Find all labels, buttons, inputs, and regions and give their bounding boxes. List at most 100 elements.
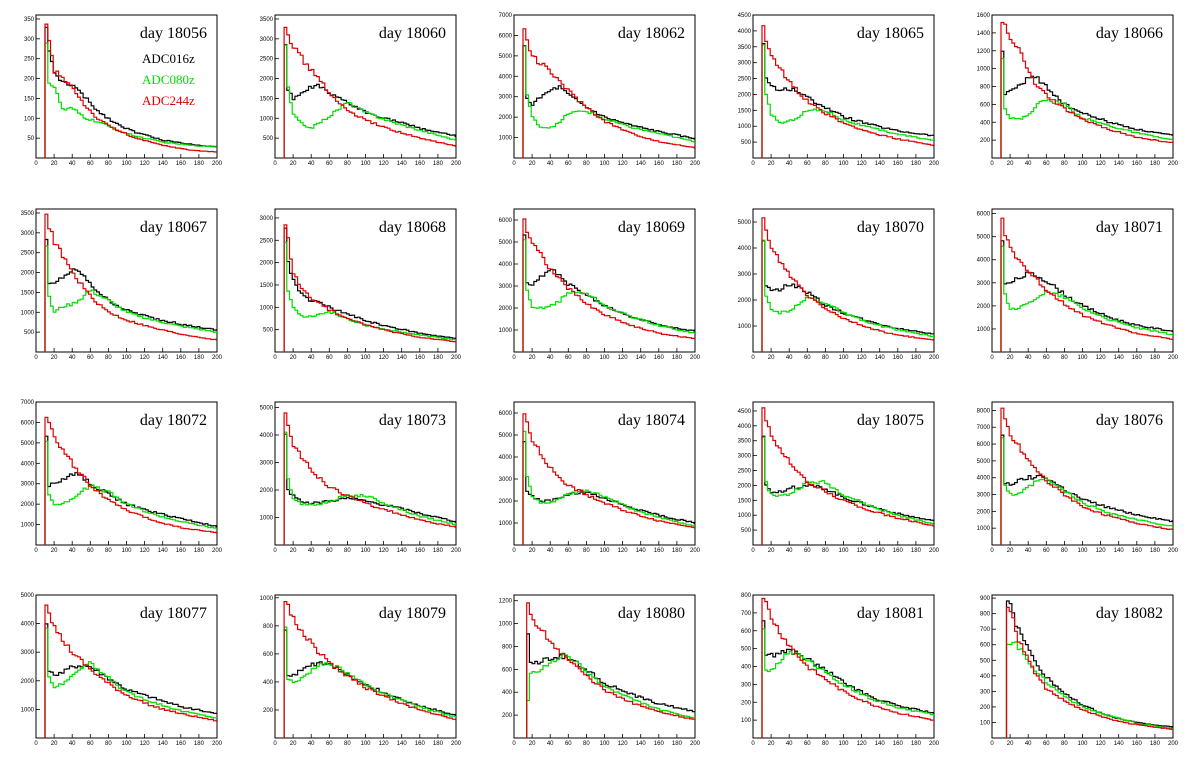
x-tick-label: 0	[751, 355, 755, 361]
y-tick-label: 500	[24, 330, 35, 336]
x-tick-label: 200	[929, 548, 940, 554]
x-tick-label: 0	[273, 741, 277, 747]
y-tick-label: 800	[980, 612, 991, 618]
x-tick-label: 120	[1096, 741, 1107, 747]
x-tick-label: 0	[512, 548, 516, 554]
x-tick-label: 80	[105, 355, 112, 361]
x-tick-label: 180	[672, 548, 683, 554]
y-tick-label: 200	[980, 705, 991, 711]
x-tick-label: 80	[105, 548, 112, 554]
x-tick-label: 0	[990, 548, 994, 554]
x-tick-label: 100	[599, 161, 610, 167]
x-tick-label: 60	[1043, 161, 1050, 167]
x-tick-label: 100	[599, 741, 610, 747]
histogram-panel: 0 20 40 60 80 100 120 140 160 180 200 500 1000 1500 20…	[738, 401, 940, 554]
x-tick-label: 120	[379, 741, 390, 747]
histogram-panel: 0 20 40 60 80 100 120 140 160 180 200 1000 2000 3000 4…	[499, 13, 701, 167]
histogram-panel: 0 20 40 60 80 100 120 140 160 180 200 1000 2000 3000 4…	[21, 400, 223, 554]
x-tick-label: 200	[451, 355, 462, 361]
y-tick-label: 250	[24, 57, 35, 63]
series-adc080z-line	[44, 245, 217, 352]
x-tick-label: 40	[547, 741, 554, 747]
x-tick-label: 140	[875, 161, 886, 167]
y-tick-label: 6000	[499, 218, 513, 224]
x-tick-label: 100	[121, 355, 132, 361]
y-tick-label: 3000	[260, 216, 274, 222]
x-tick-label: 100	[121, 741, 132, 747]
panel-title: day 18077	[140, 605, 207, 622]
x-tick-label: 40	[69, 741, 76, 747]
x-tick-label: 160	[1132, 355, 1143, 361]
panel-title: day 18062	[618, 25, 685, 42]
y-tick-label: 300	[741, 682, 752, 688]
y-tick-label: 6000	[977, 212, 991, 218]
y-tick-label: 1000	[260, 116, 274, 122]
x-tick-label: 180	[433, 548, 444, 554]
y-tick-label: 1000	[499, 136, 513, 142]
y-tick-label: 600	[741, 629, 752, 635]
y-tick-label: 4500	[738, 13, 752, 19]
y-tick-label: 150	[24, 96, 35, 102]
x-tick-label: 40	[308, 741, 315, 747]
panel-title: day 18060	[379, 25, 446, 42]
y-tick-label: 3000	[21, 482, 35, 488]
y-tick-label: 500	[741, 647, 752, 653]
y-tick-label: 400	[263, 680, 274, 686]
x-tick-label: 180	[911, 355, 922, 361]
y-tick-label: 3000	[977, 281, 991, 287]
x-tick-label: 80	[344, 355, 351, 361]
y-tick-label: 200	[741, 700, 752, 706]
x-tick-label: 180	[194, 741, 205, 747]
histogram-panel: 0 20 40 60 80 100 120 140 160 180 200 200 400 600 800 1…	[499, 594, 701, 747]
series-adc244z-line	[761, 217, 934, 352]
series-adc080z-line	[44, 440, 217, 545]
x-tick-label: 80	[1061, 548, 1068, 554]
y-tick-label: 2000	[977, 304, 991, 310]
y-tick-label: 100	[980, 720, 991, 726]
y-tick-label: 7000	[977, 425, 991, 431]
x-tick-label: 20	[529, 741, 536, 747]
x-tick-label: 80	[583, 741, 590, 747]
x-tick-label: 140	[1114, 548, 1125, 554]
x-tick-label: 20	[1007, 548, 1014, 554]
panel-title: day 18066	[1096, 25, 1163, 42]
x-tick-label: 0	[751, 161, 755, 167]
y-tick-label: 5000	[738, 220, 752, 226]
x-tick-label: 140	[1114, 161, 1125, 167]
x-tick-label: 80	[583, 548, 590, 554]
y-tick-label: 3000	[977, 493, 991, 499]
x-tick-label: 0	[512, 355, 516, 361]
y-tick-label: 400	[741, 665, 752, 671]
series-adc244z-line	[44, 416, 217, 545]
y-tick-label: 2000	[977, 509, 991, 515]
x-tick-label: 120	[618, 161, 629, 167]
y-tick-label: 3000	[738, 272, 752, 278]
series-adc080z-line	[1000, 245, 1173, 352]
x-tick-label: 60	[326, 161, 333, 167]
x-tick-label: 100	[599, 548, 610, 554]
x-tick-label: 140	[636, 548, 647, 554]
x-tick-label: 180	[911, 741, 922, 747]
x-tick-label: 0	[273, 161, 277, 167]
series-adc244z-line	[1000, 407, 1173, 545]
y-tick-label: 600	[980, 102, 991, 108]
series-adc080z-line	[761, 239, 934, 352]
y-tick-label: 3500	[738, 439, 752, 445]
series-adc016z-line	[526, 633, 695, 738]
series-adc244z-line	[44, 23, 217, 158]
x-tick-label: 180	[1150, 355, 1161, 361]
x-tick-label: 140	[158, 548, 169, 554]
x-tick-label: 20	[529, 355, 536, 361]
x-tick-label: 120	[140, 548, 151, 554]
x-tick-label: 0	[34, 741, 38, 747]
x-tick-label: 40	[786, 161, 793, 167]
x-tick-label: 200	[451, 161, 462, 167]
y-tick-label: 500	[263, 328, 274, 334]
y-tick-label: 3000	[21, 650, 35, 656]
x-tick-label: 180	[433, 355, 444, 361]
x-tick-label: 160	[654, 741, 665, 747]
x-tick-label: 100	[121, 548, 132, 554]
x-tick-label: 0	[34, 161, 38, 167]
x-tick-label: 180	[672, 355, 683, 361]
